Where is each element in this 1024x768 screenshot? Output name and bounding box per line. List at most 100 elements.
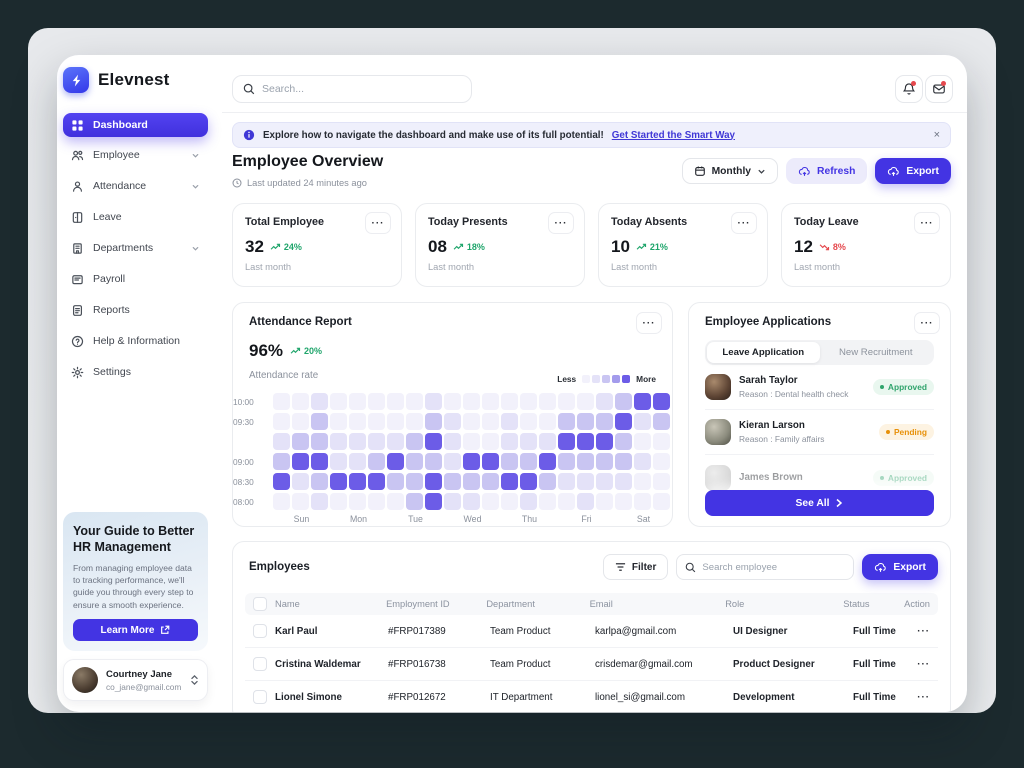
bell-icon <box>902 82 916 96</box>
heatmap-time-label: 08:00 <box>233 496 254 507</box>
cell-status: Full Time <box>853 691 896 703</box>
stat-subtitle: Last month <box>245 262 291 272</box>
user-meta: Courtney Jane co_jane@gmail.com <box>106 669 182 692</box>
attendance-more-button[interactable]: ··· <box>636 312 662 334</box>
heatmap-cell <box>615 393 632 410</box>
sidebar-item-departments[interactable]: Departments <box>63 235 208 261</box>
refresh-label: Refresh <box>817 165 856 177</box>
external-link-icon <box>160 625 170 635</box>
tab-new-recruitment[interactable]: New Recruitment <box>838 347 913 358</box>
heatmap-cell <box>311 453 328 470</box>
cell-department: Team Product <box>490 658 551 670</box>
global-search-input[interactable] <box>262 83 461 95</box>
row-checkbox[interactable] <box>253 624 267 638</box>
heatmap-cell <box>463 473 480 490</box>
heatmap-cell <box>520 433 537 450</box>
banner-link[interactable]: Get Started the Smart Way <box>611 129 735 141</box>
application-item[interactable]: Kieran Larson Reason : Family affairs Pe… <box>705 410 934 455</box>
stat-more-button[interactable]: ··· <box>731 212 757 234</box>
cell-status: Full Time <box>853 625 896 637</box>
heatmap-cell <box>463 393 480 410</box>
stat-more-button[interactable]: ··· <box>365 212 391 234</box>
heatmap-cell <box>425 453 442 470</box>
status-badge: Approved <box>872 379 934 395</box>
heatmap-cell <box>292 393 309 410</box>
heatmap-cell <box>520 473 537 490</box>
mail-icon <box>932 82 946 96</box>
messages-button[interactable] <box>925 75 953 103</box>
heatmap-cell <box>387 473 404 490</box>
heatmap-cell <box>330 433 347 450</box>
global-search[interactable] <box>232 75 472 103</box>
heatmap-cell <box>539 473 556 490</box>
tab-leave-application[interactable]: Leave Application <box>707 342 820 363</box>
stat-subtitle: Last month <box>428 262 474 272</box>
sidebar-item-help-information[interactable]: Help & Information <box>63 328 208 354</box>
row-more-button[interactable]: ··· <box>917 625 930 637</box>
notification-dot <box>911 81 916 86</box>
export-button[interactable]: Export <box>875 158 951 184</box>
table-row[interactable]: Karl Paul #FRP017389 Team Product karlpa… <box>245 615 938 648</box>
heatmap-cell <box>292 433 309 450</box>
heatmap-cell <box>311 473 328 490</box>
heatmap-cell <box>501 453 518 470</box>
applications-more-button[interactable]: ··· <box>914 312 940 334</box>
notifications-button[interactable] <box>895 75 923 103</box>
table-row[interactable]: Lionel Simone #FRP012672 IT Department l… <box>245 681 938 712</box>
stat-card-total-employee: Total Employee ··· 32 24% Last month <box>232 203 402 287</box>
applications-tabs: Leave Application New Recruitment <box>705 340 934 365</box>
heatmap-cell <box>596 473 613 490</box>
row-more-button[interactable]: ··· <box>917 691 930 703</box>
sidebar-item-settings[interactable]: Settings <box>63 359 208 385</box>
select-all-checkbox[interactable] <box>253 597 267 611</box>
application-item[interactable]: James Brown Approved <box>705 455 934 500</box>
employee-search-input[interactable] <box>702 561 846 573</box>
heatmap-cell <box>311 433 328 450</box>
heatmap-cell <box>292 413 309 430</box>
heatmap-cell <box>634 433 651 450</box>
sidebar-item-attendance[interactable]: Attendance <box>63 173 208 199</box>
heatmap-cell <box>311 493 328 510</box>
legend-swatch <box>612 375 621 383</box>
heatmap-cell <box>596 393 613 410</box>
column-header-employment-id: Employment ID <box>386 599 450 609</box>
sidebar-item-reports[interactable]: Reports <box>63 297 208 323</box>
heatmap-cell <box>387 393 404 410</box>
see-all-button[interactable]: See All <box>705 490 934 516</box>
row-more-button[interactable]: ··· <box>917 658 930 670</box>
application-item[interactable]: Sarah Taylor Reason : Dental health chec… <box>705 365 934 410</box>
heatmap-cell <box>539 413 556 430</box>
row-checkbox[interactable] <box>253 657 267 671</box>
heatmap-cell <box>273 453 290 470</box>
user-profile-card[interactable]: Courtney Jane co_jane@gmail.com <box>63 659 208 701</box>
sidebar-item-employee[interactable]: Employee <box>63 142 208 168</box>
sidebar-item-payroll[interactable]: Payroll <box>63 266 208 292</box>
filter-button[interactable]: Filter <box>602 554 669 580</box>
table-row[interactable]: Cristina Waldemar #FRP016738 Team Produc… <box>245 648 938 681</box>
heatmap-cell <box>596 493 613 510</box>
stat-more-button[interactable]: ··· <box>548 212 574 234</box>
user-name: Courtney Jane <box>106 668 172 680</box>
person-icon <box>71 180 84 193</box>
elevnest-logo-icon <box>63 67 89 93</box>
table-export-button[interactable]: Export <box>862 554 938 580</box>
refresh-button[interactable]: Refresh <box>786 158 868 184</box>
heatmap-cell <box>444 413 461 430</box>
banner-close-icon[interactable]: × <box>933 128 940 141</box>
trend-up-icon <box>453 243 464 251</box>
learn-more-button[interactable]: Learn More <box>73 619 198 641</box>
sidebar-item-dashboard[interactable]: Dashboard <box>63 113 208 137</box>
heatmap-cell <box>425 413 442 430</box>
column-header-status: Status <box>843 599 870 609</box>
heatmap-cell <box>330 493 347 510</box>
column-header-role: Role <box>725 599 745 609</box>
heatmap-cell <box>520 413 537 430</box>
employee-search[interactable] <box>676 554 855 580</box>
period-select[interactable]: Monthly <box>681 158 779 184</box>
row-checkbox[interactable] <box>253 690 267 704</box>
sidebar-item-leave[interactable]: Leave <box>63 204 208 230</box>
heatmap-cell <box>615 413 632 430</box>
heatmap-cell <box>425 433 442 450</box>
stat-more-button[interactable]: ··· <box>914 212 940 234</box>
chevron-down-icon <box>191 151 200 160</box>
